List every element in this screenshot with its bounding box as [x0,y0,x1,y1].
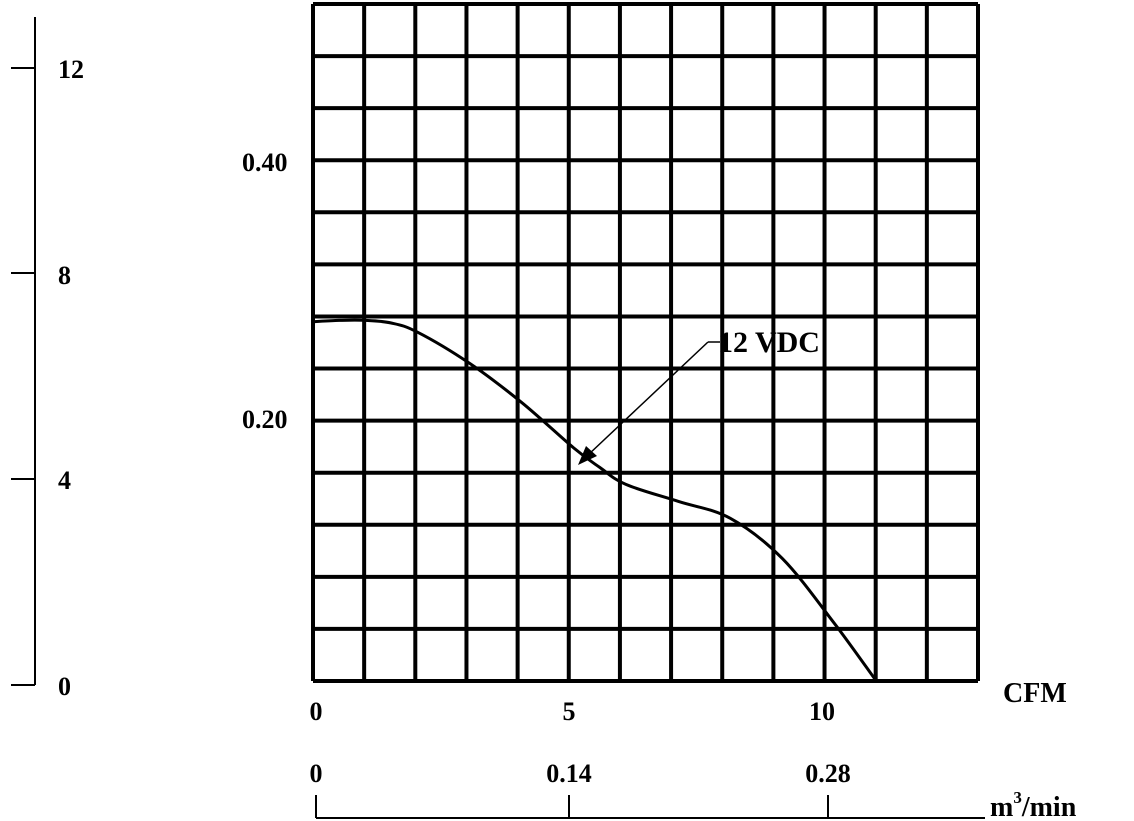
secondary-y-axis: 12 8 4 0 [11,17,84,701]
x-axis-cfm: 0 5 10 CFM [310,678,1067,726]
secondary-x-tick-label: 0.14 [546,759,592,788]
y-tick-label: 0.20 [242,405,288,434]
annotation-arrow-line [587,341,709,456]
series-line-12vdc [312,318,878,682]
secondary-y-tick-label: 0 [58,672,71,701]
y-axis-ticks: 0.40 0.20 [242,148,288,434]
secondary-y-tick-label: 12 [58,55,84,84]
secondary-y-tick-label: 4 [58,466,71,495]
secondary-x-tick-label: 0.28 [805,759,851,788]
annotation-arrowhead [578,446,597,465]
secondary-x-tick-label: 0 [310,759,323,788]
annotation-label: 12 VDC [718,326,820,359]
y-tick-label: 0.40 [242,148,288,177]
secondary-x-axis: 0 0.14 0.28 m3/min [310,759,1077,821]
x-axis-label: CFM [1003,678,1067,709]
annotation: 12 VDC [578,326,820,465]
secondary-x-axis-label: m3/min [990,788,1077,821]
chart-grid [311,2,980,683]
x-tick-label: 5 [563,697,576,726]
x-tick-label: 10 [809,697,835,726]
secondary-y-tick-label: 8 [58,261,71,290]
x-tick-label: 0 [310,697,323,726]
